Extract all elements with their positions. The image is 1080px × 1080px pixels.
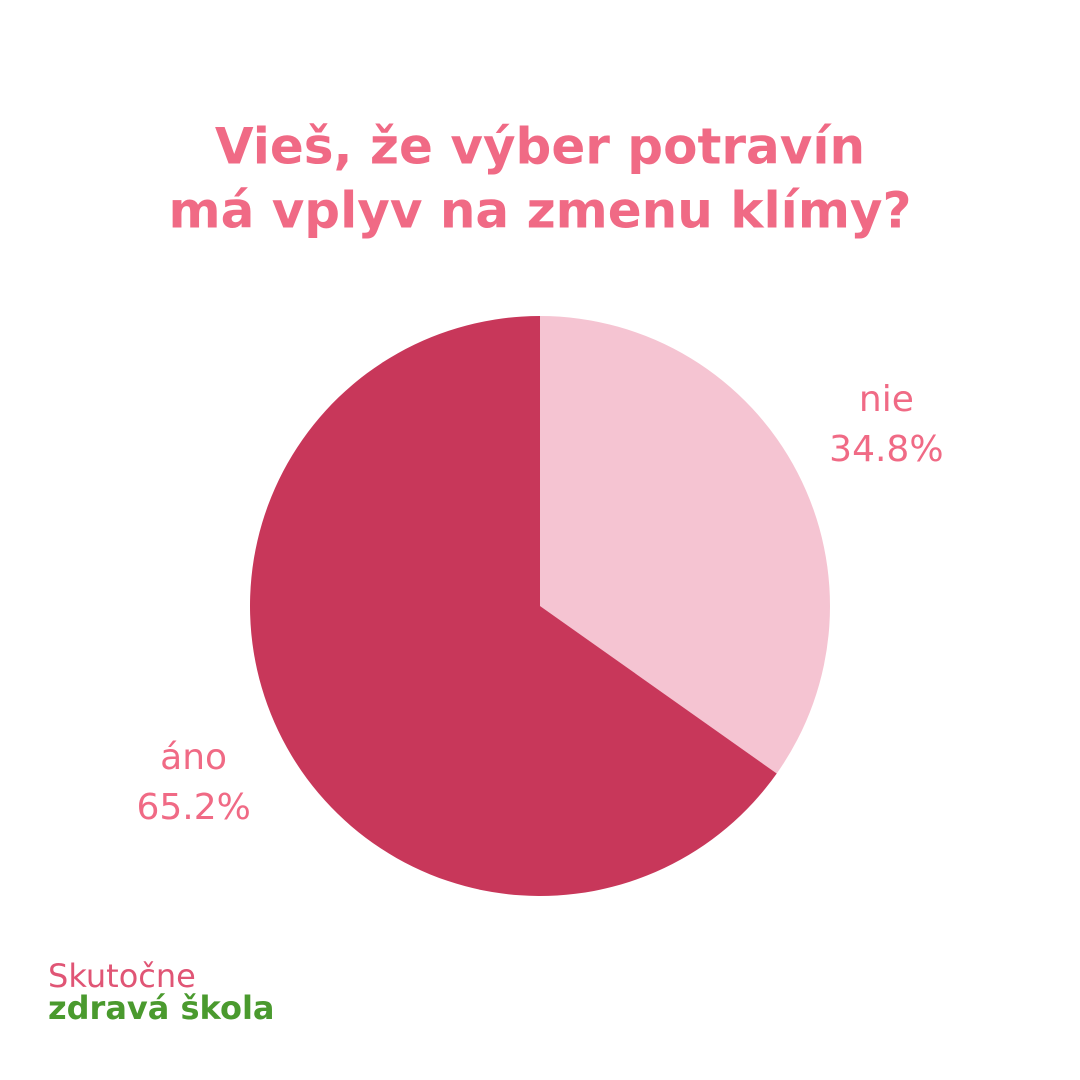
slice-label: áno — [160, 737, 227, 778]
logo-line: Skutočne — [48, 957, 196, 995]
pie-slice — [540, 316, 830, 774]
pie-slice — [250, 316, 777, 896]
value-label: 65.2% — [136, 787, 250, 828]
value-label: 34.8% — [829, 429, 943, 470]
chart-title: Vieš, že výber potravín — [215, 118, 865, 176]
slice-label: nie — [859, 379, 914, 420]
logo-line: zdravá škola — [48, 989, 275, 1027]
chart-title: má vplyv na zmenu klímy? — [168, 182, 911, 240]
